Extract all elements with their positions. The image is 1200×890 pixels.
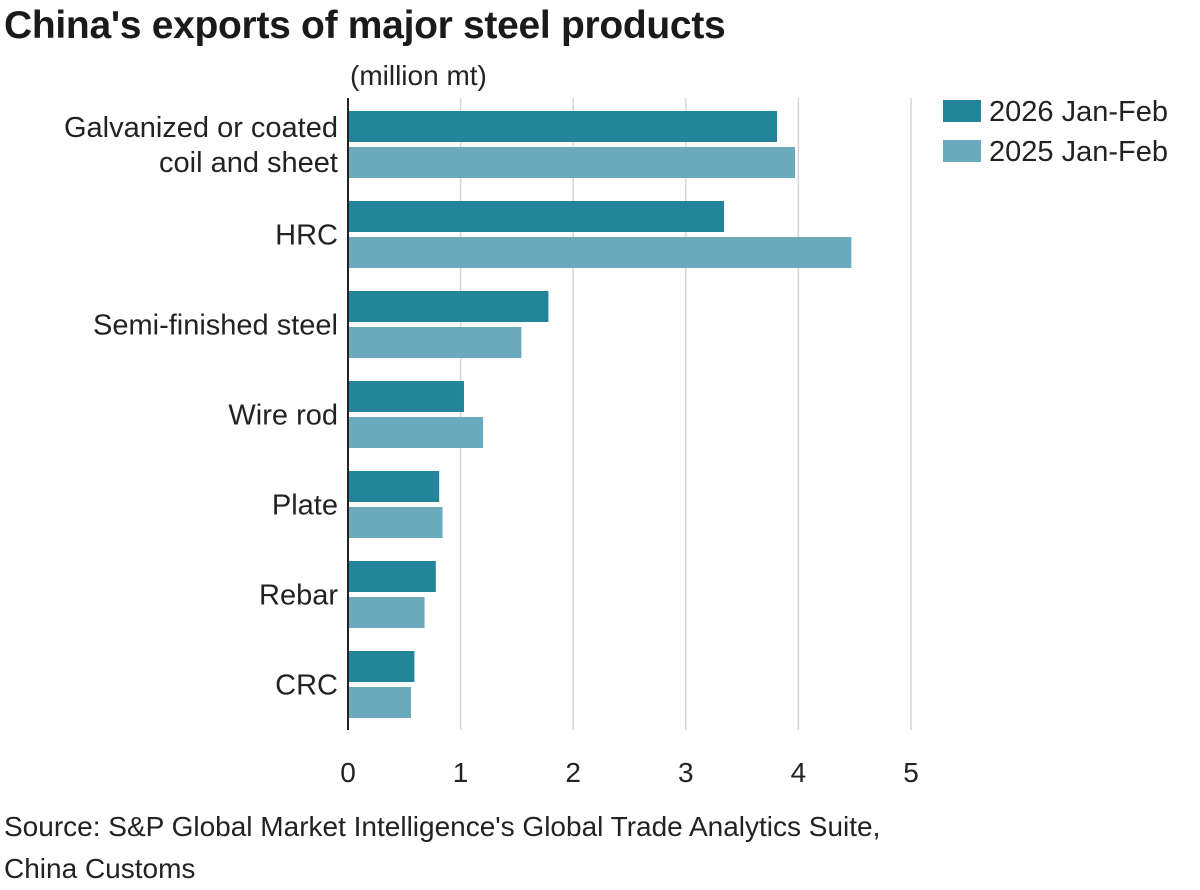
gridlines (459, 98, 912, 730)
bar-2025-0 (348, 147, 796, 178)
category-label: coil and sheet (159, 147, 338, 179)
category-label: Semi-finished steel (93, 310, 338, 342)
category-label: Rebar (259, 580, 338, 612)
category-label: HRC (275, 220, 338, 252)
bar-2025-5 (348, 597, 425, 628)
category-label: Wire rod (228, 400, 338, 432)
category-label: CRC (275, 670, 338, 702)
bar-2025-3 (348, 417, 484, 448)
source-line-1: Source: S&P Global Market Intelligence's… (4, 811, 881, 842)
x-tick-label: 5 (903, 757, 919, 788)
x-tick-label: 4 (791, 757, 807, 788)
legend-label-2025: 2025 Jan-Feb (989, 136, 1168, 168)
axes: 0 1 2 3 4 5 (340, 98, 919, 788)
source-line-2: China Customs (4, 853, 196, 884)
bar-2025-6 (348, 687, 412, 718)
legend-label-2026: 2026 Jan-Feb (989, 96, 1168, 128)
legend-swatch-2025 (943, 140, 981, 162)
bar-2026-5 (348, 561, 436, 592)
x-tick-label: 3 (678, 757, 694, 788)
bar-2025-2 (348, 327, 522, 358)
bar-2026-0 (348, 111, 778, 142)
legend: 2026 Jan-Feb 2025 Jan-Feb (943, 96, 1168, 168)
legend-swatch-2026 (943, 100, 981, 122)
category-label: Galvanized or coated (64, 112, 338, 144)
bars (348, 111, 852, 718)
bar-2026-6 (348, 651, 415, 682)
unit-label: (million mt) (350, 60, 487, 91)
category-label: Plate (272, 490, 338, 522)
bar-2025-1 (348, 237, 852, 268)
x-tick-label: 2 (565, 757, 581, 788)
chart-title: China's exports of major steel products (4, 4, 726, 47)
bar-2026-1 (348, 201, 725, 232)
bar-2026-3 (348, 381, 464, 412)
bar-2026-2 (348, 291, 549, 322)
x-tick-label: 1 (453, 757, 469, 788)
x-tick-label: 0 (340, 757, 356, 788)
bar-2026-4 (348, 471, 440, 502)
source-note: Source: S&P Global Market Intelligence's… (4, 806, 880, 890)
bar-2025-4 (348, 507, 443, 538)
